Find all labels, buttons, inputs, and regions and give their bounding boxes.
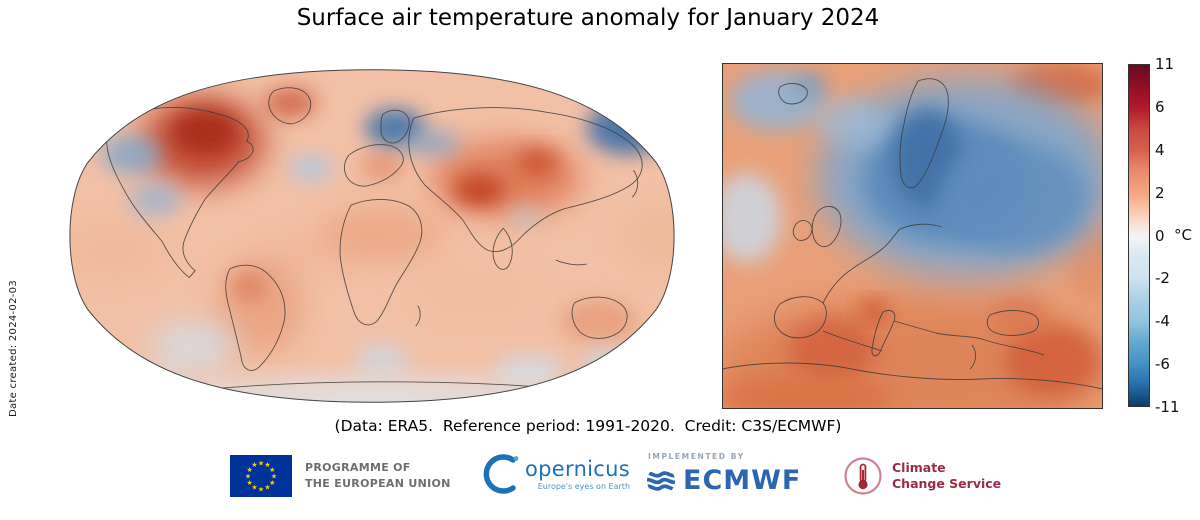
svg-text:★: ★ bbox=[251, 461, 257, 469]
eu-programme-logo: ★ ★ ★ ★ ★ ★ ★ ★ ★ ★ ★ ★ PROGRAMME OF THE EUROP… bbox=[230, 455, 451, 497]
eu-programme-line2: THE EUROPEAN UNION bbox=[305, 477, 451, 490]
colorbar-tick: -4 bbox=[1155, 312, 1170, 331]
colorbar-tick: -6 bbox=[1155, 355, 1170, 374]
colorbar-unit: °C bbox=[1174, 226, 1192, 244]
europe-coastlines-icon bbox=[722, 78, 1103, 390]
figure-caption: (Data: ERA5. Reference period: 1991-2020… bbox=[334, 417, 842, 435]
date-created-label: Date created: 2024-02-03 bbox=[8, 280, 19, 418]
europe-anomaly-map bbox=[722, 63, 1103, 409]
climate-change-service-logo: Climate Change Service bbox=[843, 456, 1001, 496]
eu-programme-line1: PROGRAMME OF bbox=[305, 460, 411, 474]
figure-title: Surface air temperature anomaly for Janu… bbox=[296, 5, 880, 31]
copernicus-tagline: Europe's eyes on Earth bbox=[537, 482, 631, 491]
svg-text:★: ★ bbox=[264, 484, 270, 492]
colorbar-tick: -11 bbox=[1155, 398, 1180, 416]
svg-text:★: ★ bbox=[271, 472, 277, 480]
copernicus-c-icon bbox=[483, 454, 519, 494]
copernicus-wordmark: opernicus bbox=[525, 457, 631, 481]
svg-text:★: ★ bbox=[258, 485, 264, 493]
c3s-line1: Climate bbox=[892, 459, 946, 475]
colorbar-tick: 0 bbox=[1155, 226, 1165, 245]
svg-text:★: ★ bbox=[269, 479, 275, 487]
svg-text:★: ★ bbox=[269, 466, 275, 474]
ecmwf-waves-icon bbox=[646, 470, 676, 491]
colorbar-ticks: 11 6 4 2 0 -2 -4 -6 -11 bbox=[1155, 55, 1199, 416]
c3s-line2: Change Service bbox=[892, 476, 1002, 491]
eu-flag-icon: ★ ★ ★★ ★★ ★★ ★★ ★★ bbox=[230, 455, 292, 497]
svg-text:★: ★ bbox=[264, 461, 270, 469]
copernicus-logo: opernicus Europe's eyes on Earth bbox=[478, 451, 630, 497]
svg-text:★: ★ bbox=[247, 479, 253, 487]
svg-text:★: ★ bbox=[258, 459, 264, 467]
implemented-by-label: IMPLEMENTED BY bbox=[648, 452, 745, 461]
svg-text:★: ★ bbox=[245, 472, 251, 480]
global-anomaly-map bbox=[69, 69, 675, 403]
ecmwf-wordmark: ECMWF bbox=[683, 465, 802, 496]
ecmwf-logo: IMPLEMENTED BY ECMWF bbox=[646, 452, 801, 496]
thermometer-icon bbox=[844, 457, 882, 495]
colorbar bbox=[1128, 64, 1150, 407]
colorbar-tick: -2 bbox=[1155, 269, 1170, 288]
colorbar-tick: 4 bbox=[1155, 140, 1165, 159]
colorbar-tick: 2 bbox=[1155, 183, 1165, 202]
colorbar-tick: 6 bbox=[1155, 97, 1165, 116]
svg-text:★: ★ bbox=[247, 466, 253, 474]
colorbar-tick: 11 bbox=[1155, 55, 1175, 73]
svg-text:★: ★ bbox=[251, 484, 257, 492]
